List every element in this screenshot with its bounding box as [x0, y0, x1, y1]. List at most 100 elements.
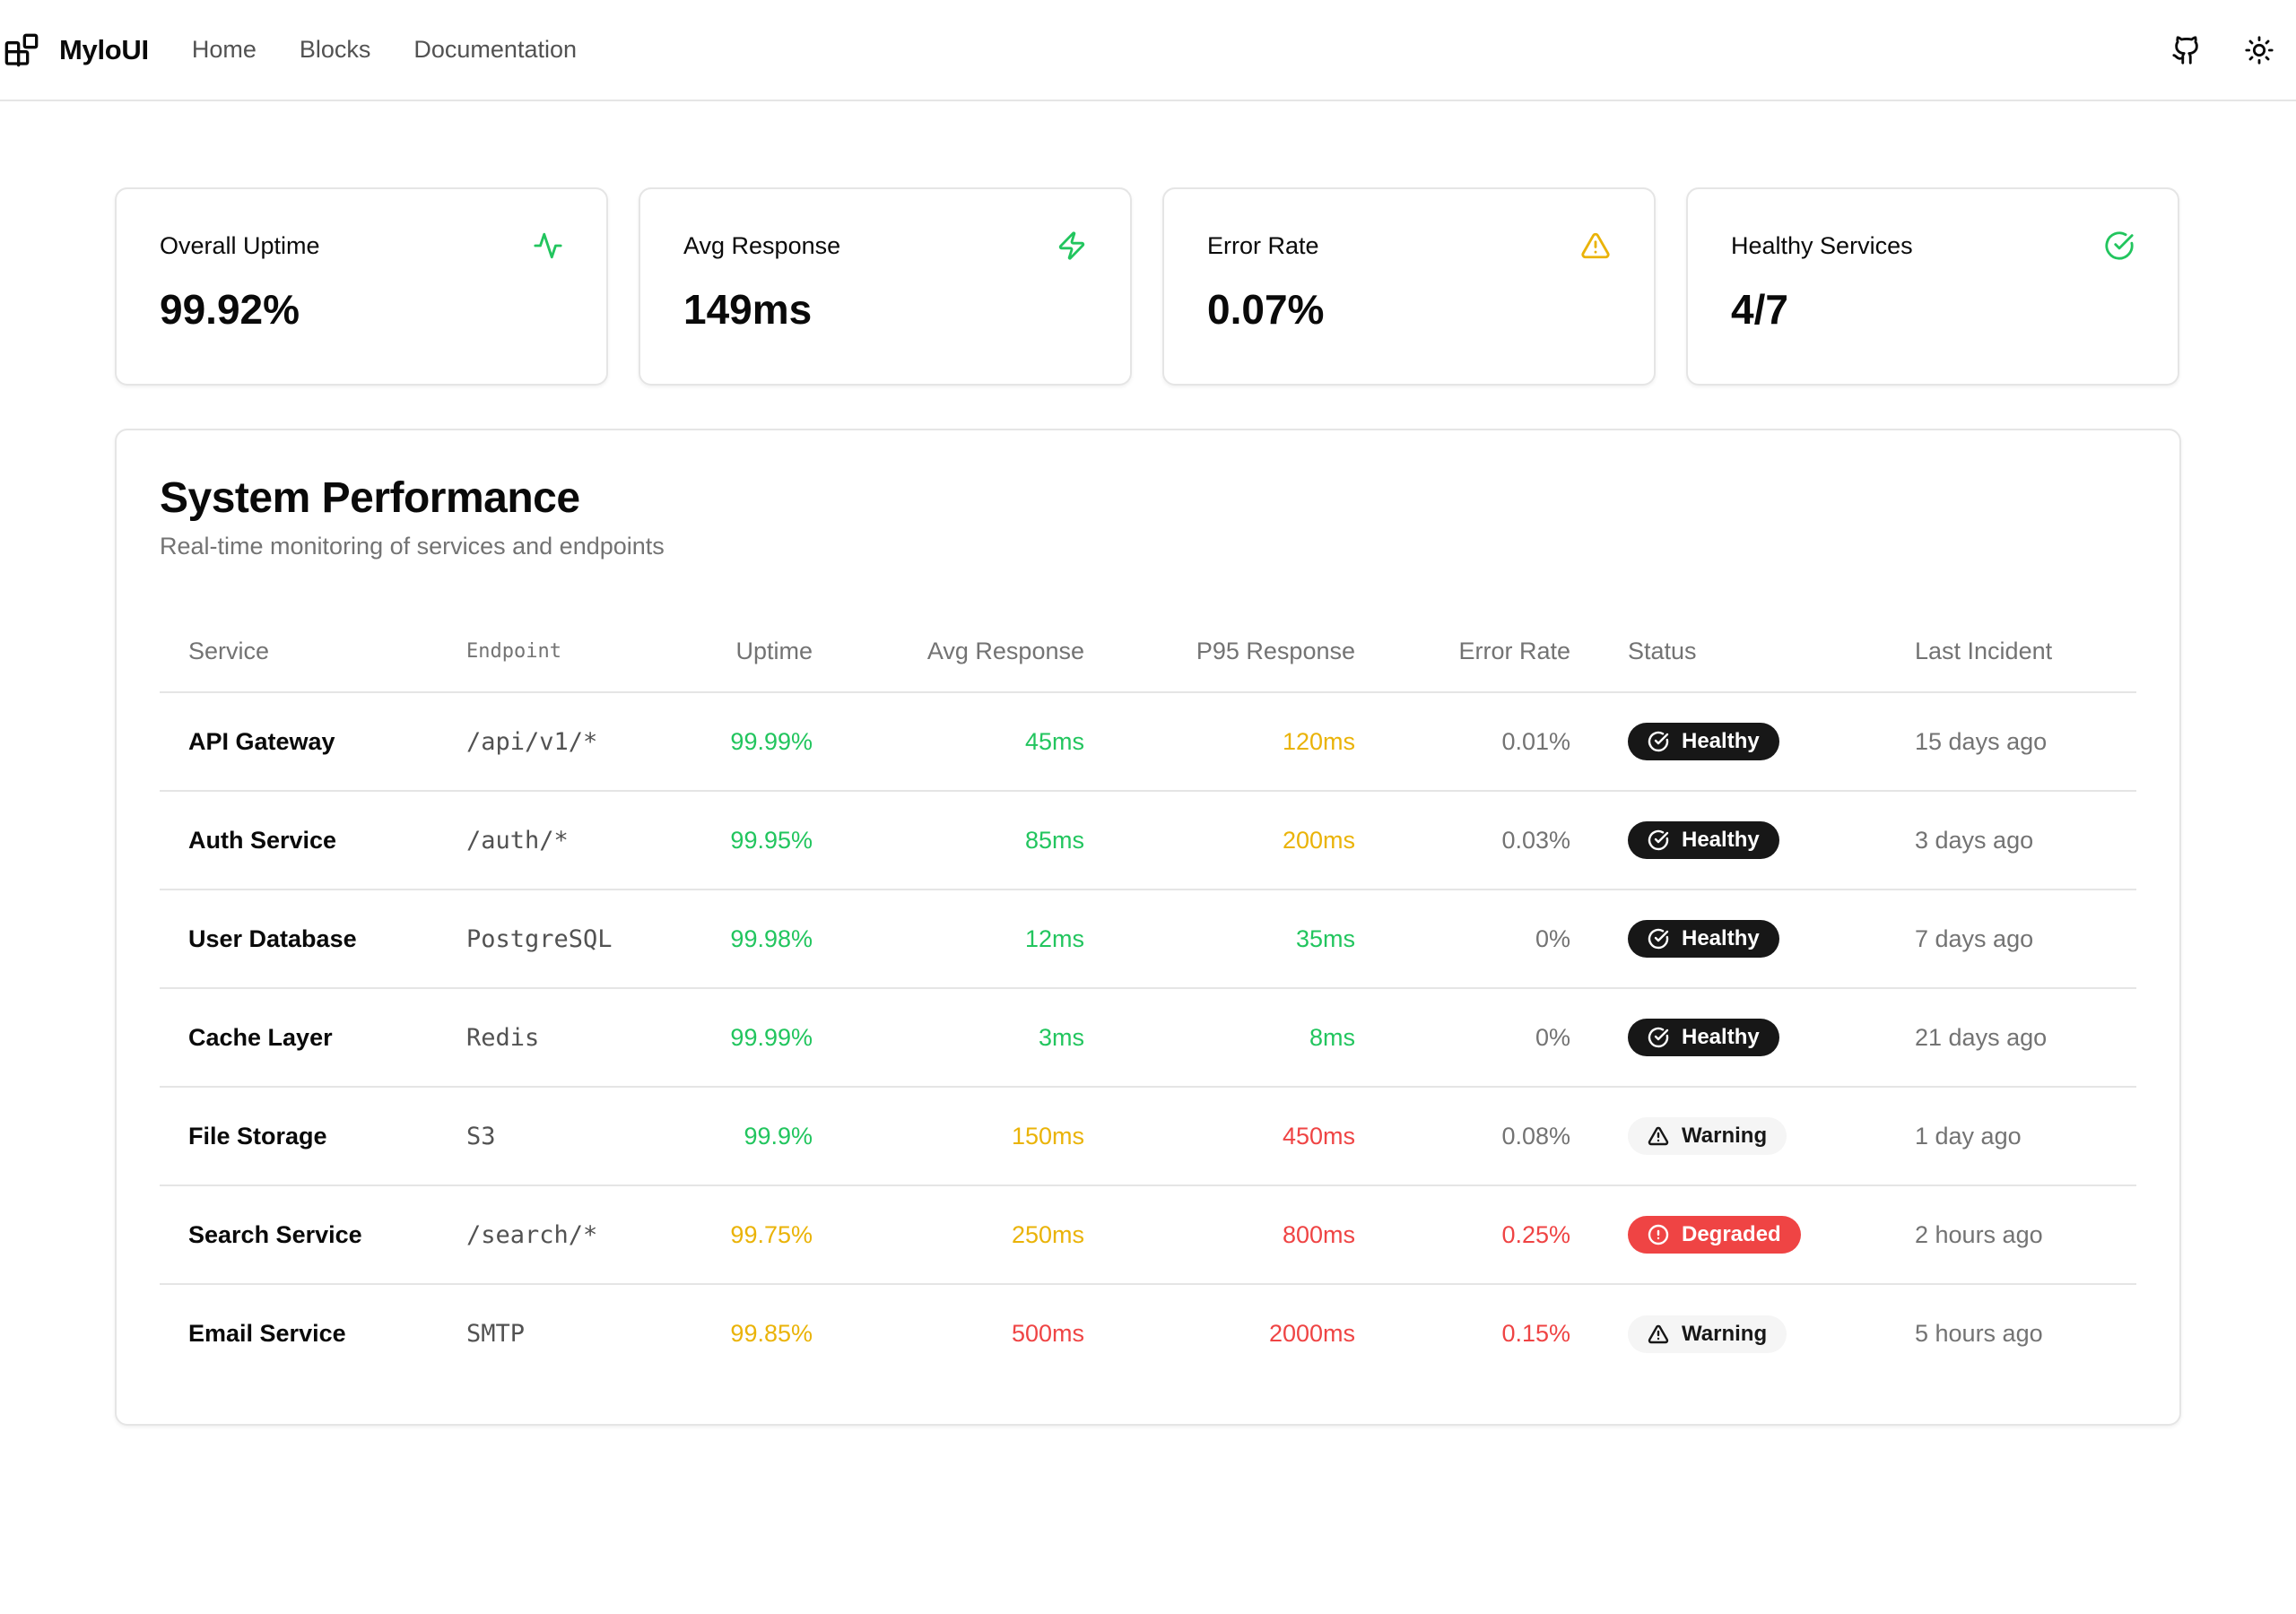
column-header-endpoint[interactable]: Endpoint	[438, 612, 662, 693]
check-circle-icon	[2105, 231, 2134, 260]
table-row[interactable]: User Database PostgreSQL 99.98% 12ms 35ms 0% H…	[160, 889, 2136, 989]
cell-avg-response: 500ms	[1011, 1320, 1084, 1347]
cell-endpoint: /search/*	[438, 1185, 662, 1285]
status-badge: Healthy	[1628, 821, 1779, 859]
table-row[interactable]: Auth Service/auth/* 99.95% 85ms 200ms 0.03% H…	[160, 791, 2136, 890]
cell-service: Cache Layer	[160, 988, 438, 1088]
status-badge-label: Degraded	[1682, 1222, 1781, 1246]
column-header-uptime[interactable]: Uptime	[662, 612, 841, 693]
cell-error-rate: 0.01%	[1384, 692, 1599, 792]
cell-service: File Storage	[160, 1087, 438, 1186]
cell-avg-response: 85ms	[841, 791, 1113, 890]
cell-p95-response: 8ms	[1113, 988, 1384, 1088]
metric-card-healthy-services: Healthy Services 4/7	[1686, 187, 2179, 386]
cell-error-rate: 0%	[1384, 988, 1599, 1088]
metric-value: 149ms	[683, 286, 813, 333]
cell-endpoint: /auth/*	[438, 791, 662, 890]
cell-last-incident: 7 days ago	[1886, 889, 2136, 989]
cell-last-incident: 3 days ago	[1886, 791, 2136, 890]
cell-service: Email Service	[188, 1320, 346, 1347]
cell-error-rate: 0.25%	[1384, 1185, 1599, 1285]
column-header-status[interactable]: Status	[1599, 612, 1886, 693]
nav-documentation[interactable]: Documentation	[413, 36, 577, 63]
column-header-error-rate[interactable]: Error Rate	[1384, 612, 1599, 693]
cell-error-rate: 0.15%	[1501, 1320, 1570, 1347]
metric-value: 4/7	[1731, 286, 1788, 333]
top-navbar: MyloUI Home Blocks Documentation	[0, 0, 2296, 101]
cell-last-incident: 21 days ago	[1886, 988, 2136, 1088]
cell-service: Auth Service	[160, 791, 438, 890]
alert-triangle-icon	[1648, 1126, 1669, 1146]
cell-p95-response: 2000ms	[1268, 1320, 1355, 1347]
nav-home[interactable]: Home	[191, 36, 257, 63]
cell-status: Degraded	[1599, 1185, 1886, 1285]
table-row[interactable]: Email Service SMTP 99.85% 500ms 2000ms 0.15% W…	[160, 1284, 2136, 1383]
status-badge: Healthy	[1628, 920, 1779, 958]
cell-uptime: 99.85%	[730, 1320, 813, 1347]
cell-p95-response: 800ms	[1113, 1185, 1384, 1285]
alert-triangle-icon	[1648, 1324, 1669, 1343]
check-circle-icon	[1648, 1027, 1669, 1048]
activity-icon	[534, 232, 562, 259]
table-row[interactable]: Search Service/search/* 99.75% 250ms 800ms 0…	[160, 1185, 2136, 1285]
metric-card-error-rate: Error Rate 0.07%	[1162, 187, 1656, 386]
cell-avg-response: 150ms	[841, 1087, 1113, 1186]
cell-p95-response: 120ms	[1113, 692, 1384, 792]
cell-uptime: 99.99%	[662, 692, 841, 792]
cell-p95-response: 450ms	[1113, 1087, 1384, 1186]
cell-last-incident: 5 hours ago	[1915, 1320, 2043, 1347]
cell-status: Warning	[1599, 1087, 1886, 1186]
github-icon	[2172, 36, 2198, 65]
cell-service: API Gateway	[160, 692, 438, 792]
metric-label: Avg Response	[683, 232, 841, 259]
zap-icon	[1058, 231, 1085, 260]
cell-service: Search Service	[160, 1185, 438, 1285]
column-header-avg-response[interactable]: Avg Response	[841, 612, 1113, 693]
column-header-last-incident[interactable]: Last Incident	[1886, 612, 2136, 693]
metric-label: Error Rate	[1207, 232, 1319, 259]
sun-icon	[2245, 36, 2274, 65]
cell-error-rate: 0%	[1384, 889, 1599, 989]
cell-p95-response: 200ms	[1113, 791, 1384, 890]
cell-p95-response: 35ms	[1113, 889, 1384, 989]
cell-avg-response: 250ms	[841, 1185, 1113, 1285]
brand-link[interactable]: MyloUI	[4, 0, 149, 100]
cell-endpoint: PostgreSQL	[438, 889, 662, 989]
cell-last-incident: 2 hours ago	[1886, 1185, 2136, 1285]
table-row[interactable]: Cache Layer Redis 99.99% 3ms 8ms 0% Healthy 21 …	[160, 988, 2136, 1088]
cell-last-incident: 15 days ago	[1886, 692, 2136, 792]
status-badge-label: Warning	[1682, 1124, 1768, 1148]
cell-avg-response: 45ms	[841, 692, 1113, 792]
table-row[interactable]: API Gateway/api/v1/* 99.99% 45ms 120ms 0.01%…	[160, 692, 2136, 792]
status-badge-label: Healthy	[1682, 828, 1760, 852]
theme-toggle-button[interactable]	[2231, 22, 2288, 79]
cell-avg-response: 12ms	[841, 889, 1113, 989]
cell-service: User Database	[160, 889, 438, 989]
metric-value: 0.07%	[1207, 286, 1325, 333]
cell-endpoint: Redis	[438, 988, 662, 1088]
main-nav: Home Blocks Documentation	[192, 36, 577, 64]
card-subtitle: Real-time monitoring of services and end…	[160, 533, 665, 560]
metric-label: Healthy Services	[1731, 232, 1913, 259]
cell-uptime: 99.9%	[662, 1087, 841, 1186]
cell-endpoint: /api/v1/*	[438, 692, 662, 792]
cell-status: Warning	[1599, 1284, 1886, 1383]
table-body: API Gateway/api/v1/* 99.99% 45ms 120ms 0.01%…	[160, 692, 2136, 1383]
nav-blocks[interactable]: Blocks	[299, 36, 371, 63]
github-button[interactable]	[2158, 22, 2215, 79]
alert-triangle-icon	[1581, 232, 1610, 259]
check-circle-icon	[1648, 829, 1669, 851]
card-title: System Performance	[160, 474, 580, 522]
column-header-p95-response[interactable]: P95 Response	[1113, 612, 1384, 693]
metric-card-avg-response: Avg Response 149ms	[639, 187, 1132, 386]
system-performance-card: System Performance Real-time monitoring …	[115, 429, 2181, 1426]
cell-endpoint: SMTP	[466, 1320, 526, 1348]
metric-value: 99.92%	[160, 286, 300, 333]
column-header-service[interactable]: Service	[160, 612, 438, 693]
cell-uptime: 99.75%	[662, 1185, 841, 1285]
cell-status: Healthy	[1599, 988, 1886, 1088]
cell-avg-response: 3ms	[841, 988, 1113, 1088]
cell-last-incident: 1 day ago	[1886, 1087, 2136, 1186]
table-row[interactable]: File Storage S3 99.9% 150ms 450ms 0.08% Warnin…	[160, 1087, 2136, 1186]
status-badge: Warning	[1628, 1315, 1787, 1353]
